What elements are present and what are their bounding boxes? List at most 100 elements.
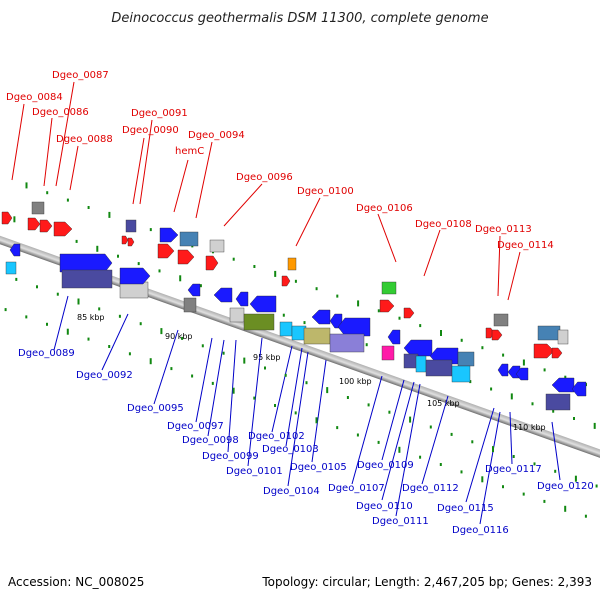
gene-label-bottom[interactable]: Dgeo_0105 — [290, 462, 347, 473]
tick-mark — [179, 275, 182, 282]
gene-label-bottom[interactable]: Dgeo_0097 — [167, 421, 224, 432]
tick-mark — [481, 476, 484, 483]
scale-label: 100 kbp — [339, 377, 372, 386]
gene-label-bottom[interactable]: Dgeo_0115 — [437, 503, 494, 514]
gene-arrow — [281, 275, 291, 287]
gene-label-top[interactable]: hemC — [175, 146, 204, 157]
gene-label-bottom[interactable]: Dgeo_0109 — [357, 460, 414, 471]
map-title: Deinococcus geothermalis DSM 11300, comp… — [111, 11, 488, 26]
gene-label-top[interactable]: Dgeo_0084 — [6, 92, 63, 103]
tick-mark — [543, 499, 546, 503]
tick-mark — [367, 403, 370, 407]
scale-label: 110 kbp — [513, 423, 546, 432]
gene-box — [229, 307, 245, 323]
tick-mark — [315, 287, 318, 291]
leader-line — [479, 411, 501, 525]
leader-line — [223, 183, 263, 227]
gene-box — [381, 281, 397, 295]
gene-arrow — [159, 227, 179, 243]
gene-label-top[interactable]: Dgeo_0086 — [32, 107, 89, 118]
gene-label-bottom[interactable]: Dgeo_0110 — [356, 501, 413, 512]
tick-mark — [117, 254, 119, 258]
gene-label-top[interactable]: Dgeo_0100 — [297, 186, 354, 197]
gene-label-top[interactable]: Dgeo_0108 — [415, 219, 472, 230]
tick-mark — [481, 346, 484, 350]
gene-box — [287, 257, 297, 271]
tick-mark — [552, 409, 555, 413]
gene-arrow — [311, 309, 331, 325]
tick-mark — [377, 309, 380, 313]
tick-mark — [25, 182, 28, 189]
tick-mark — [128, 352, 131, 356]
gene-arrow — [379, 299, 395, 313]
gene-label-bottom[interactable]: Dgeo_0103 — [262, 444, 319, 455]
tick-mark — [108, 345, 111, 348]
leader-line — [381, 379, 405, 461]
gene-box — [545, 393, 571, 411]
gene-label-bottom[interactable]: Dgeo_0095 — [127, 403, 184, 414]
gene-label-top[interactable]: Dgeo_0094 — [188, 130, 245, 141]
gene-label-bottom[interactable]: Dgeo_0107 — [328, 483, 385, 494]
leader-line — [173, 159, 189, 213]
gene-label-bottom[interactable]: Dgeo_0111 — [372, 516, 429, 527]
tick-mark — [510, 393, 513, 400]
gene-label-bottom[interactable]: Dgeo_0101 — [226, 466, 283, 477]
tick-mark — [46, 322, 48, 326]
leader-line — [132, 137, 145, 205]
gene-label-bottom[interactable]: Dgeo_0089 — [18, 348, 75, 359]
gene-box — [119, 281, 149, 299]
tick-marks — [4, 182, 598, 518]
gene-label-bottom[interactable]: Dgeo_0099 — [202, 451, 259, 462]
gene-label-top[interactable]: Dgeo_0106 — [356, 203, 413, 214]
gene-label-top[interactable]: Dgeo_0087 — [52, 70, 109, 81]
tick-mark — [429, 425, 432, 429]
leader-line — [11, 103, 25, 181]
tick-mark — [554, 469, 557, 473]
tick-mark — [181, 336, 184, 340]
gene-arrow — [491, 329, 503, 341]
gene-label-bottom[interactable]: Dgeo_0120 — [537, 481, 594, 492]
tick-mark — [573, 417, 575, 420]
gene-label-bottom[interactable]: Dgeo_0092 — [76, 370, 133, 381]
tick-mark — [96, 245, 99, 252]
tick-mark — [419, 324, 422, 328]
gene-features — [1, 201, 587, 411]
gene-arrow — [551, 347, 563, 359]
tick-mark — [574, 475, 577, 482]
tick-mark — [77, 298, 80, 305]
gene-label-top[interactable]: Dgeo_0088 — [56, 134, 113, 145]
tick-mark — [158, 269, 161, 273]
gene-label-bottom[interactable]: Dgeo_0117 — [485, 464, 542, 475]
tick-mark — [450, 432, 453, 436]
leader-line — [53, 295, 69, 351]
leader-line — [507, 251, 521, 301]
gene-label-bottom[interactable]: Dgeo_0104 — [263, 486, 320, 497]
tick-mark — [201, 344, 204, 348]
leader-line — [497, 235, 501, 297]
tick-mark — [543, 368, 546, 372]
tick-mark — [409, 416, 412, 423]
gene-arrow — [403, 307, 415, 319]
gene-label-top[interactable]: Dgeo_0096 — [236, 172, 293, 183]
gene-label-top[interactable]: Dgeo_0114 — [497, 240, 554, 251]
gene-box — [381, 345, 395, 361]
gene-box — [557, 329, 569, 345]
gene-label-top[interactable]: Dgeo_0113 — [475, 224, 532, 235]
gene-label-bottom[interactable]: Dgeo_0098 — [182, 435, 239, 446]
gene-label-bottom[interactable]: Dgeo_0116 — [452, 525, 509, 536]
leader-line — [465, 407, 495, 503]
tick-mark — [502, 353, 505, 357]
gene-arrow — [249, 295, 277, 313]
tick-mark — [471, 440, 474, 444]
scale-label: 85 kbp — [77, 313, 105, 322]
gene-label-bottom[interactable]: Dgeo_0112 — [402, 483, 459, 494]
tick-mark — [211, 381, 214, 385]
gene-label-bottom[interactable]: Dgeo_0102 — [248, 431, 305, 442]
leader-line — [285, 347, 303, 447]
gene-label-top[interactable]: Dgeo_0091 — [131, 108, 188, 119]
gene-arrow — [39, 219, 53, 233]
gene-box — [537, 325, 561, 341]
gene-arrow — [27, 217, 41, 231]
leader-line — [377, 213, 397, 263]
